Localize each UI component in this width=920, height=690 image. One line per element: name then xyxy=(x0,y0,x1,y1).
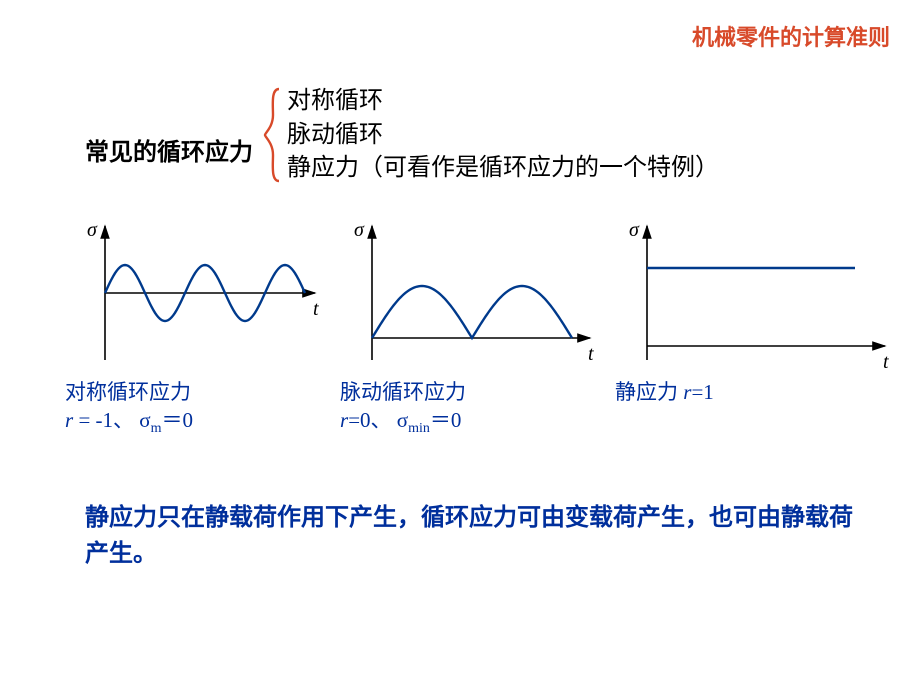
svg-text:t: t xyxy=(313,298,319,320)
chart-symmetric-params: r = -1、 σm＝0 xyxy=(65,406,193,439)
intro-row: 常见的循环应力 对称循环 脉动循环 静应力（可看作是循环应力的一个特例） xyxy=(85,85,719,186)
brace-item-1: 对称循环 xyxy=(287,85,719,119)
chart-static-name: 静应力 r=1 xyxy=(615,378,714,406)
chart-symmetric: σt 对称循环应力 r = -1、 σm＝0 xyxy=(65,218,325,439)
chart-static-svg: σt xyxy=(615,218,895,368)
svg-text:σ: σ xyxy=(354,219,365,241)
brace-icon xyxy=(261,85,283,185)
chart-symmetric-svg: σt xyxy=(65,218,325,368)
chart-symmetric-name: 对称循环应力 xyxy=(65,378,193,406)
svg-text:t: t xyxy=(588,343,594,365)
chart-pulsating-caption: 脉动循环应力 r=0、 σmin＝0 xyxy=(340,378,466,439)
brace-items: 对称循环 脉动循环 静应力（可看作是循环应力的一个特例） xyxy=(287,85,719,186)
chart-pulsating-params: r=0、 σmin＝0 xyxy=(340,406,466,439)
svg-text:σ: σ xyxy=(629,219,640,241)
chart-pulsating-name: 脉动循环应力 xyxy=(340,378,466,406)
chart-symmetric-caption: 对称循环应力 r = -1、 σm＝0 xyxy=(65,378,193,439)
svg-text:t: t xyxy=(883,351,889,368)
brace-item-3: 静应力（可看作是循环应力的一个特例） xyxy=(287,152,719,186)
page-header: 机械零件的计算准则 xyxy=(692,20,890,52)
intro-label: 常见的循环应力 xyxy=(85,132,253,167)
chart-static: σt 静应力 r=1 xyxy=(615,218,895,439)
brace-item-2: 脉动循环 xyxy=(287,119,719,153)
chart-static-caption: 静应力 r=1 xyxy=(615,378,714,406)
chart-pulsating-svg: σt xyxy=(340,218,600,368)
chart-pulsating: σt 脉动循环应力 r=0、 σmin＝0 xyxy=(340,218,600,439)
svg-text:σ: σ xyxy=(87,219,98,241)
bottom-note: 静应力只在静载荷作用下产生，循环应力可由变载荷产生，也可由静载荷产生。 xyxy=(85,500,855,572)
charts-row: σt 对称循环应力 r = -1、 σm＝0 σt 脉动循环应力 r=0、 σm… xyxy=(65,218,895,439)
